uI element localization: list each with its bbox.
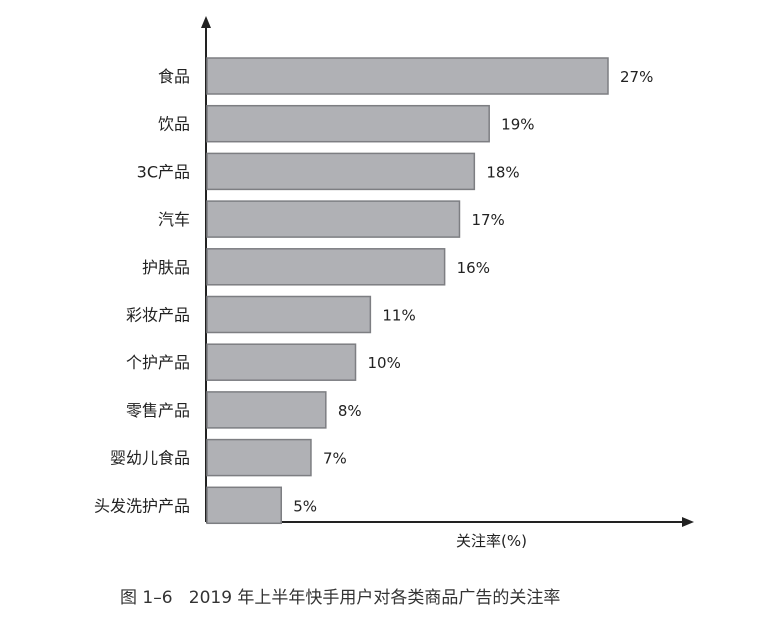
category-label: 零售产品: [126, 401, 190, 420]
value-label: 10%: [368, 354, 401, 372]
category-label: 头发洗护产品: [94, 496, 190, 515]
value-label: 8%: [338, 402, 362, 420]
bar-6: [206, 343, 357, 381]
category-label: 汽车: [158, 210, 190, 229]
bar-4: [206, 248, 446, 286]
category-label: 3C产品: [137, 162, 190, 181]
value-label: 18%: [486, 163, 519, 181]
value-label: 7%: [323, 450, 347, 468]
bar-3: [206, 200, 461, 238]
bar-2: [206, 152, 476, 191]
figure-caption: 图 1–6 2019 年上半年快手用户对各类商品广告的关注率: [120, 588, 560, 608]
category-label: 婴幼儿食品: [110, 449, 190, 468]
bar-8: [206, 438, 312, 477]
category-label: 彩妆产品: [126, 306, 190, 325]
value-label: 27%: [620, 68, 653, 86]
value-label: 19%: [501, 116, 534, 134]
category-label: 个护产品: [126, 353, 190, 372]
y-axis-arrow: [201, 16, 211, 28]
category-label: 护肤品: [142, 258, 190, 277]
category-label: 饮品: [158, 115, 190, 134]
x-axis-arrow: [682, 517, 694, 527]
bar-0: [206, 57, 609, 95]
value-label: 5%: [293, 497, 317, 515]
value-label: 17%: [471, 211, 504, 229]
bar-9: [206, 486, 283, 525]
bar-5: [206, 295, 372, 334]
value-label: 11%: [382, 307, 415, 325]
x-axis-label: 关注率(%): [456, 532, 527, 550]
value-label: 16%: [457, 259, 490, 277]
bar-1: [206, 104, 490, 143]
category-label: 食品: [158, 67, 190, 86]
bar-7: [206, 391, 327, 429]
